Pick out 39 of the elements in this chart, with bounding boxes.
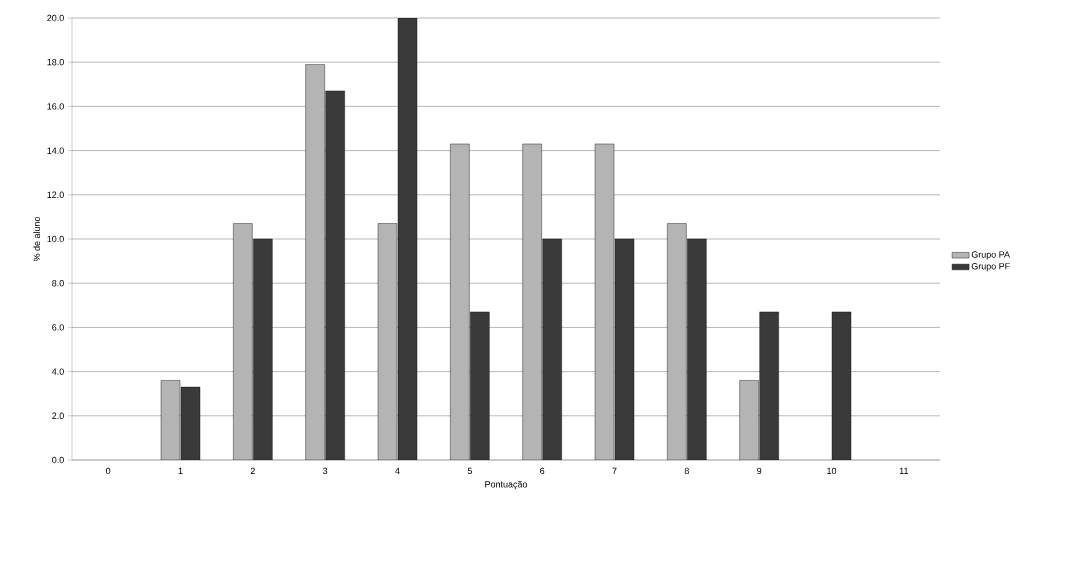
x-tick-label: 10 <box>827 467 837 475</box>
legend-label: Grupo PF <box>971 263 1010 272</box>
y-tick-label: 8.0 <box>52 280 64 287</box>
bar <box>450 143 470 460</box>
y-tick-label: 10.0 <box>47 235 64 243</box>
bar <box>667 223 687 460</box>
x-tick-label: 6 <box>540 467 545 475</box>
x-tick-label: 3 <box>323 467 328 475</box>
x-axis-title: Pontuação <box>485 480 528 490</box>
y-tick-label: 20.0 <box>47 14 64 22</box>
bar <box>542 238 562 460</box>
bar <box>739 380 759 460</box>
x-tick-label: 8 <box>684 467 689 475</box>
bar <box>305 64 325 460</box>
y-tick-label: 6.0 <box>52 324 64 331</box>
y-tick-label: 12.0 <box>47 191 64 198</box>
bar <box>325 90 345 460</box>
bar <box>233 223 253 460</box>
bar <box>687 238 707 460</box>
x-tick-label: 2 <box>250 467 255 475</box>
y-tick-label: 18.0 <box>47 59 64 66</box>
x-tick-label: 0 <box>106 467 111 475</box>
bar <box>522 143 542 460</box>
x-tick-label: 11 <box>899 467 909 474</box>
x-tick-label: 7 <box>612 467 617 474</box>
y-axis-title: % de aluno <box>33 216 40 262</box>
bar <box>253 238 273 460</box>
y-tick-label: 0.0 <box>52 456 64 464</box>
x-tick-label: 5 <box>467 467 472 475</box>
y-tick-label: 16.0 <box>47 103 64 110</box>
y-tick-label: 4.0 <box>51 368 64 375</box>
legend-label: Grupo PA <box>971 251 1010 260</box>
x-tick-label: 9 <box>757 467 762 475</box>
x-tick-label: 4 <box>395 467 400 474</box>
bar <box>759 311 779 460</box>
x-tick-label: 1 <box>178 467 183 474</box>
bar <box>470 311 490 460</box>
y-tick-label: 14.0 <box>47 147 64 154</box>
y-tick-label: 2.0 <box>52 412 64 419</box>
